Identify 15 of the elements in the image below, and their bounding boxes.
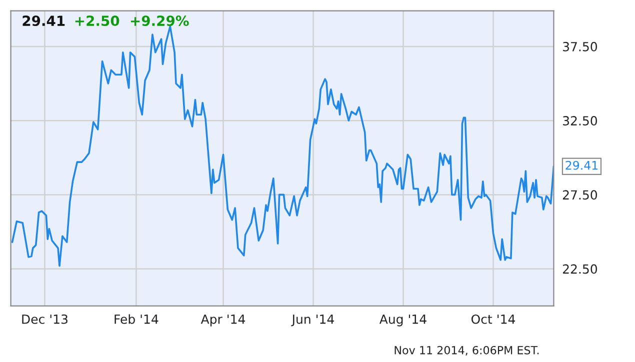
line-series — [11, 26, 554, 267]
x-tick-label: Aug '14 — [379, 314, 426, 326]
x-tick-label: Oct '14 — [471, 314, 515, 324]
x-tick-label: Feb '14 — [114, 314, 158, 324]
x-tick-label: Jun '14 — [291, 314, 334, 326]
y-tick-label: 27.50 — [562, 190, 598, 200]
chart-subtitle: +2.50 +9.29% — [75, 16, 189, 26]
text: Nov 11 2014, 6:06PM EST. — [394, 346, 539, 356]
x-tick-label: Dec '13 — [22, 314, 68, 324]
annotation: 29.41 — [566, 160, 598, 170]
y-tick-label: 22.50 — [562, 264, 598, 274]
chart-title: 29.41 — [22, 16, 65, 26]
y-tick-label: 32.50 — [563, 116, 598, 126]
x-tick-label: Apr '14 — [200, 314, 246, 326]
y-tick-label: 37.50 — [563, 42, 598, 52]
